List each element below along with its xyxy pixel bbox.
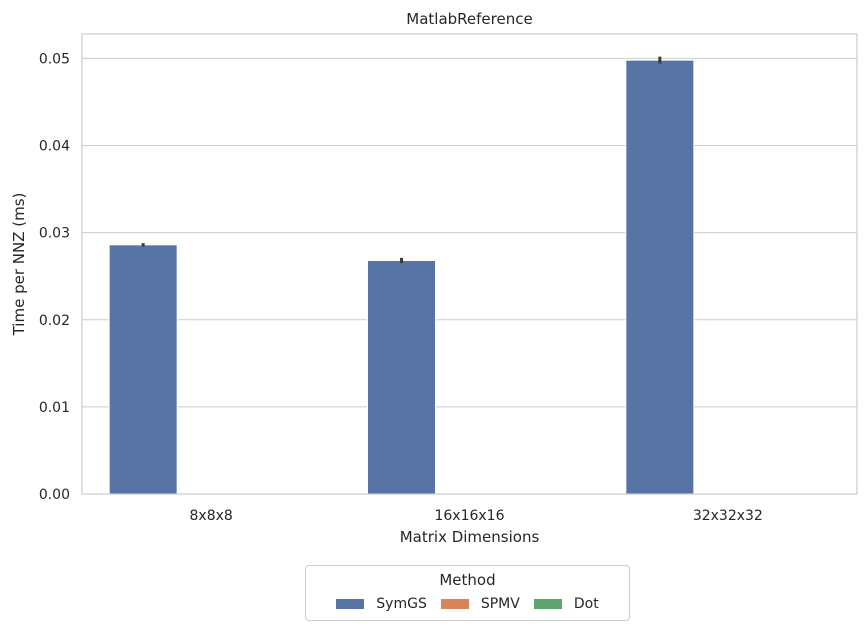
chart-title: MatlabReference bbox=[406, 10, 532, 28]
bar-symgs bbox=[108, 244, 178, 495]
y-tick-label: 0.01 bbox=[39, 400, 70, 416]
y-tick-label: 0.05 bbox=[39, 51, 70, 67]
legend-label-spmv: SPMV bbox=[480, 596, 520, 612]
legend-swatch-symgs bbox=[336, 599, 365, 609]
y-tick-label: 0.03 bbox=[39, 226, 70, 242]
legend-swatch-spmv bbox=[440, 599, 469, 609]
plot-frame bbox=[81, 33, 858, 495]
x-tick-label: 16x16x16 bbox=[434, 508, 504, 524]
legend-item-spmv: SPMV bbox=[440, 596, 520, 612]
x-tick-label: 32x32x32 bbox=[693, 508, 763, 524]
legend-label-symgs: SymGS bbox=[376, 596, 427, 612]
y-tick-label: 0.00 bbox=[39, 487, 70, 503]
x-axis-label: Matrix Dimensions bbox=[400, 528, 540, 546]
legend-item-dot: Dot bbox=[533, 596, 599, 612]
legend-title: Method bbox=[439, 571, 496, 589]
y-axis-label: Time per NNZ (ms) bbox=[10, 193, 28, 337]
x-tick-label: 8x8x8 bbox=[190, 508, 233, 524]
y-tick-label: 0.04 bbox=[39, 139, 70, 155]
y-tick-label: 0.02 bbox=[39, 313, 70, 329]
legend: Method SymGS SPMV Dot bbox=[305, 565, 630, 621]
bar-symgs bbox=[367, 260, 436, 495]
bar-symgs bbox=[625, 59, 695, 495]
legend-label-dot: Dot bbox=[573, 596, 599, 612]
legend-item-symgs: SymGS bbox=[336, 596, 427, 612]
legend-swatch-dot bbox=[533, 599, 562, 609]
